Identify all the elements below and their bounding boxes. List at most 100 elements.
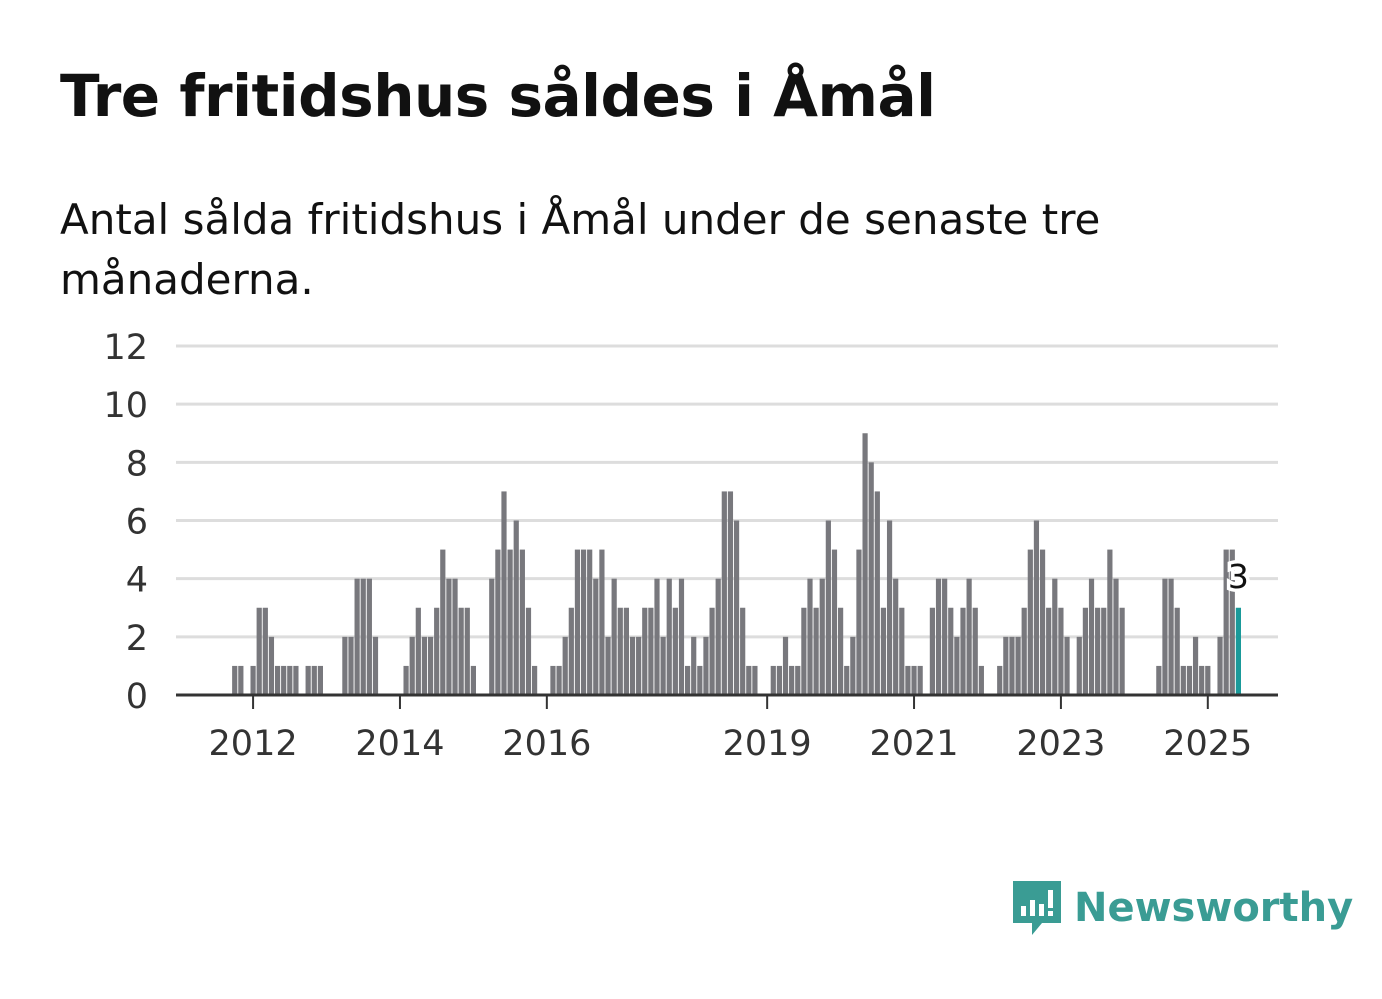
bar [605, 636, 611, 695]
bar [629, 636, 636, 695]
bar [617, 607, 623, 695]
y-tick-label: 2 [126, 619, 148, 659]
bar [825, 520, 831, 695]
bar [1046, 607, 1052, 695]
bar [366, 578, 372, 695]
bar [1186, 665, 1193, 695]
bar [776, 665, 782, 695]
bar [1027, 549, 1033, 695]
bar [599, 549, 605, 695]
bar [868, 462, 874, 695]
data-labels: 3 [1224, 553, 1252, 599]
bar [966, 578, 972, 695]
y-tick-label: 12 [103, 328, 148, 368]
bar [893, 578, 899, 695]
bar [403, 665, 409, 695]
bar [666, 578, 672, 695]
x-tick-label: 2016 [502, 724, 591, 764]
bar [311, 665, 317, 695]
y-tick-label: 10 [103, 386, 148, 426]
bar [862, 433, 868, 695]
bar [305, 665, 311, 695]
bar [672, 607, 678, 695]
chart-subtitle: Antal sålda fritidshus i Åmål under de s… [60, 195, 1101, 304]
bar [997, 665, 1003, 695]
bar [434, 607, 440, 695]
bar [1076, 636, 1082, 695]
bar [917, 665, 923, 695]
bar [642, 607, 648, 695]
bar [770, 665, 776, 695]
bar [1180, 665, 1186, 695]
bar [1009, 636, 1015, 695]
bar [525, 607, 532, 695]
bar [274, 665, 281, 695]
bar [654, 578, 660, 695]
bar [678, 578, 685, 695]
newsworthy-logo: Newsworthy [1010, 878, 1353, 938]
bar [1235, 607, 1241, 695]
bar [470, 665, 476, 695]
bar [782, 636, 789, 695]
bar [446, 578, 452, 695]
bar [593, 578, 599, 695]
bar [880, 607, 887, 695]
bar [611, 578, 617, 695]
bar [1107, 549, 1113, 695]
bar [1088, 578, 1095, 695]
bar [740, 607, 746, 695]
bar [746, 665, 752, 695]
x-tick-label: 2014 [355, 724, 444, 764]
bar [587, 549, 593, 695]
bar [874, 491, 880, 695]
bar [262, 607, 268, 695]
bar [281, 665, 287, 695]
bar [1021, 607, 1027, 695]
bar [1223, 549, 1229, 695]
bar [232, 665, 238, 695]
bar [268, 636, 275, 695]
bar [844, 665, 850, 695]
bar [421, 636, 428, 695]
bar [1003, 636, 1009, 695]
bar [317, 665, 323, 695]
bar [1052, 578, 1058, 695]
bar [911, 665, 917, 695]
bar [532, 665, 538, 695]
bar [1033, 520, 1040, 695]
bar [831, 549, 838, 695]
bar [440, 549, 446, 695]
bar [427, 636, 434, 695]
bar [819, 578, 825, 695]
bar [1192, 636, 1199, 695]
bar [458, 607, 464, 695]
bar [623, 607, 629, 695]
bar [495, 549, 501, 695]
x-tick-label: 2021 [870, 724, 959, 764]
bar [942, 578, 948, 695]
bar [807, 578, 813, 695]
bar [954, 636, 960, 695]
bar [697, 665, 703, 695]
bar [452, 578, 458, 695]
x-tick-label: 2023 [1016, 724, 1105, 764]
bar [1082, 607, 1088, 695]
bar [789, 665, 795, 695]
bar [256, 607, 262, 695]
bar [574, 549, 581, 695]
bar [1058, 607, 1064, 695]
chart-title: Tre fritidshus såldes i Åmål [60, 62, 936, 130]
bar [850, 636, 856, 695]
bar [250, 665, 256, 695]
bar [886, 520, 893, 695]
bar [929, 607, 935, 695]
bar [287, 665, 293, 695]
bar [1113, 578, 1119, 695]
bar [1217, 636, 1223, 695]
bar [899, 607, 905, 695]
bar [489, 578, 495, 695]
y-axis-ticks: 0 2 4 6 8 10 12 [103, 328, 148, 717]
bar [550, 665, 556, 695]
bar [1064, 636, 1070, 695]
y-tick-label: 8 [126, 444, 148, 484]
